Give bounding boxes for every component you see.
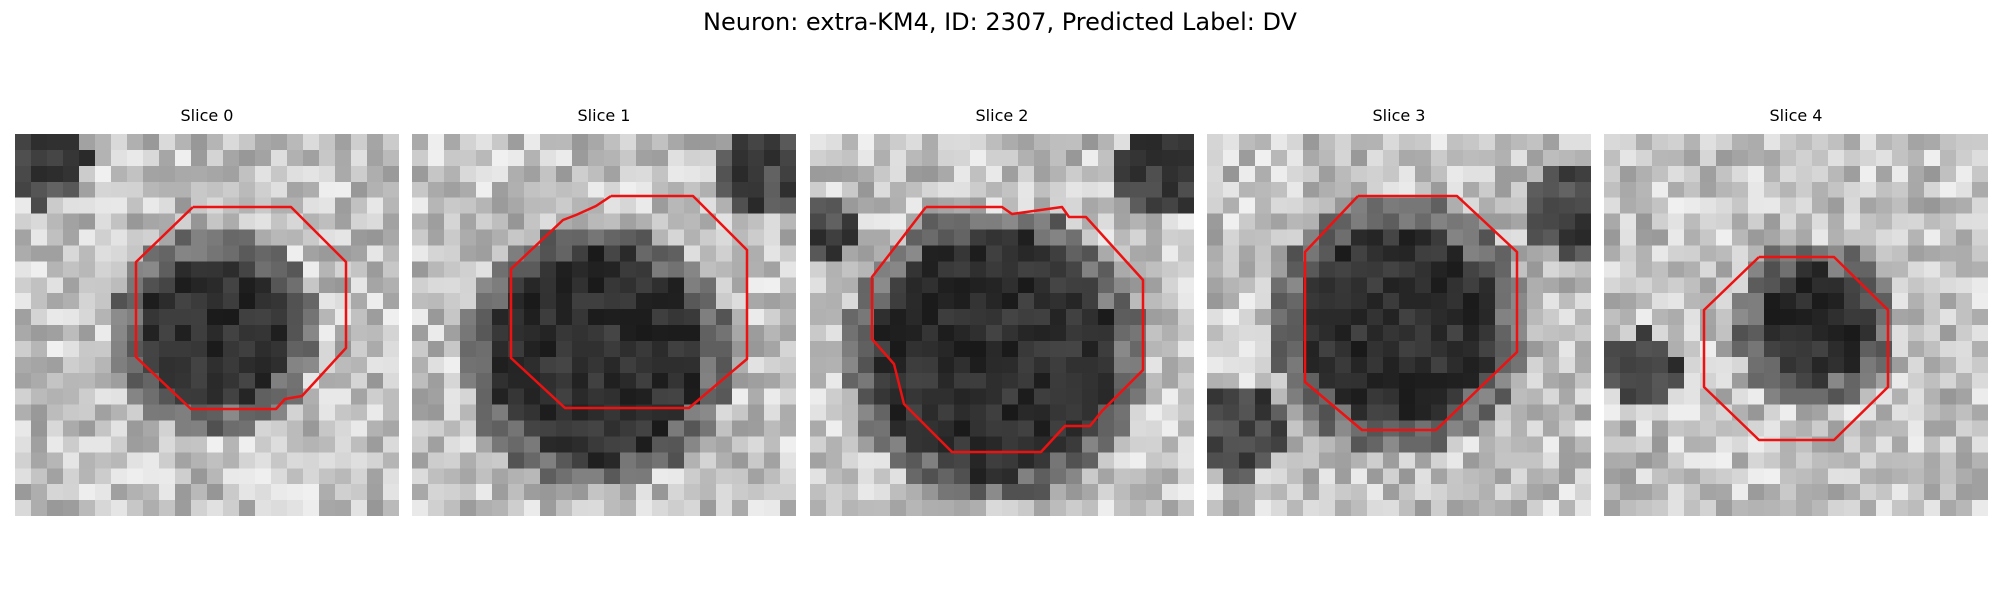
roi-contour — [1303, 194, 1519, 432]
slice-title: Slice 3 — [1372, 106, 1426, 125]
slice-image — [1207, 134, 1591, 516]
slice-image — [412, 134, 796, 516]
slice-image — [15, 134, 399, 516]
slice-title: Slice 2 — [975, 106, 1029, 125]
roi-contour — [134, 205, 348, 411]
roi-contour — [1702, 255, 1890, 442]
slice-panel: Slice 2 — [810, 104, 1194, 516]
roi-contour — [509, 194, 749, 410]
slice-image — [1604, 134, 1988, 516]
figure-title: Neuron: extra-KM4, ID: 2307, Predicted L… — [703, 8, 1297, 36]
roi-contour — [870, 205, 1145, 454]
slice-panel: Slice 1 — [412, 104, 796, 516]
slice-panel: Slice 3 — [1207, 104, 1591, 516]
slice-panel: Slice 4 — [1604, 104, 1988, 516]
slice-title: Slice 0 — [180, 106, 234, 125]
slice-title: Slice 4 — [1769, 106, 1823, 125]
slice-title: Slice 1 — [577, 106, 631, 125]
slice-panel: Slice 0 — [15, 104, 399, 516]
